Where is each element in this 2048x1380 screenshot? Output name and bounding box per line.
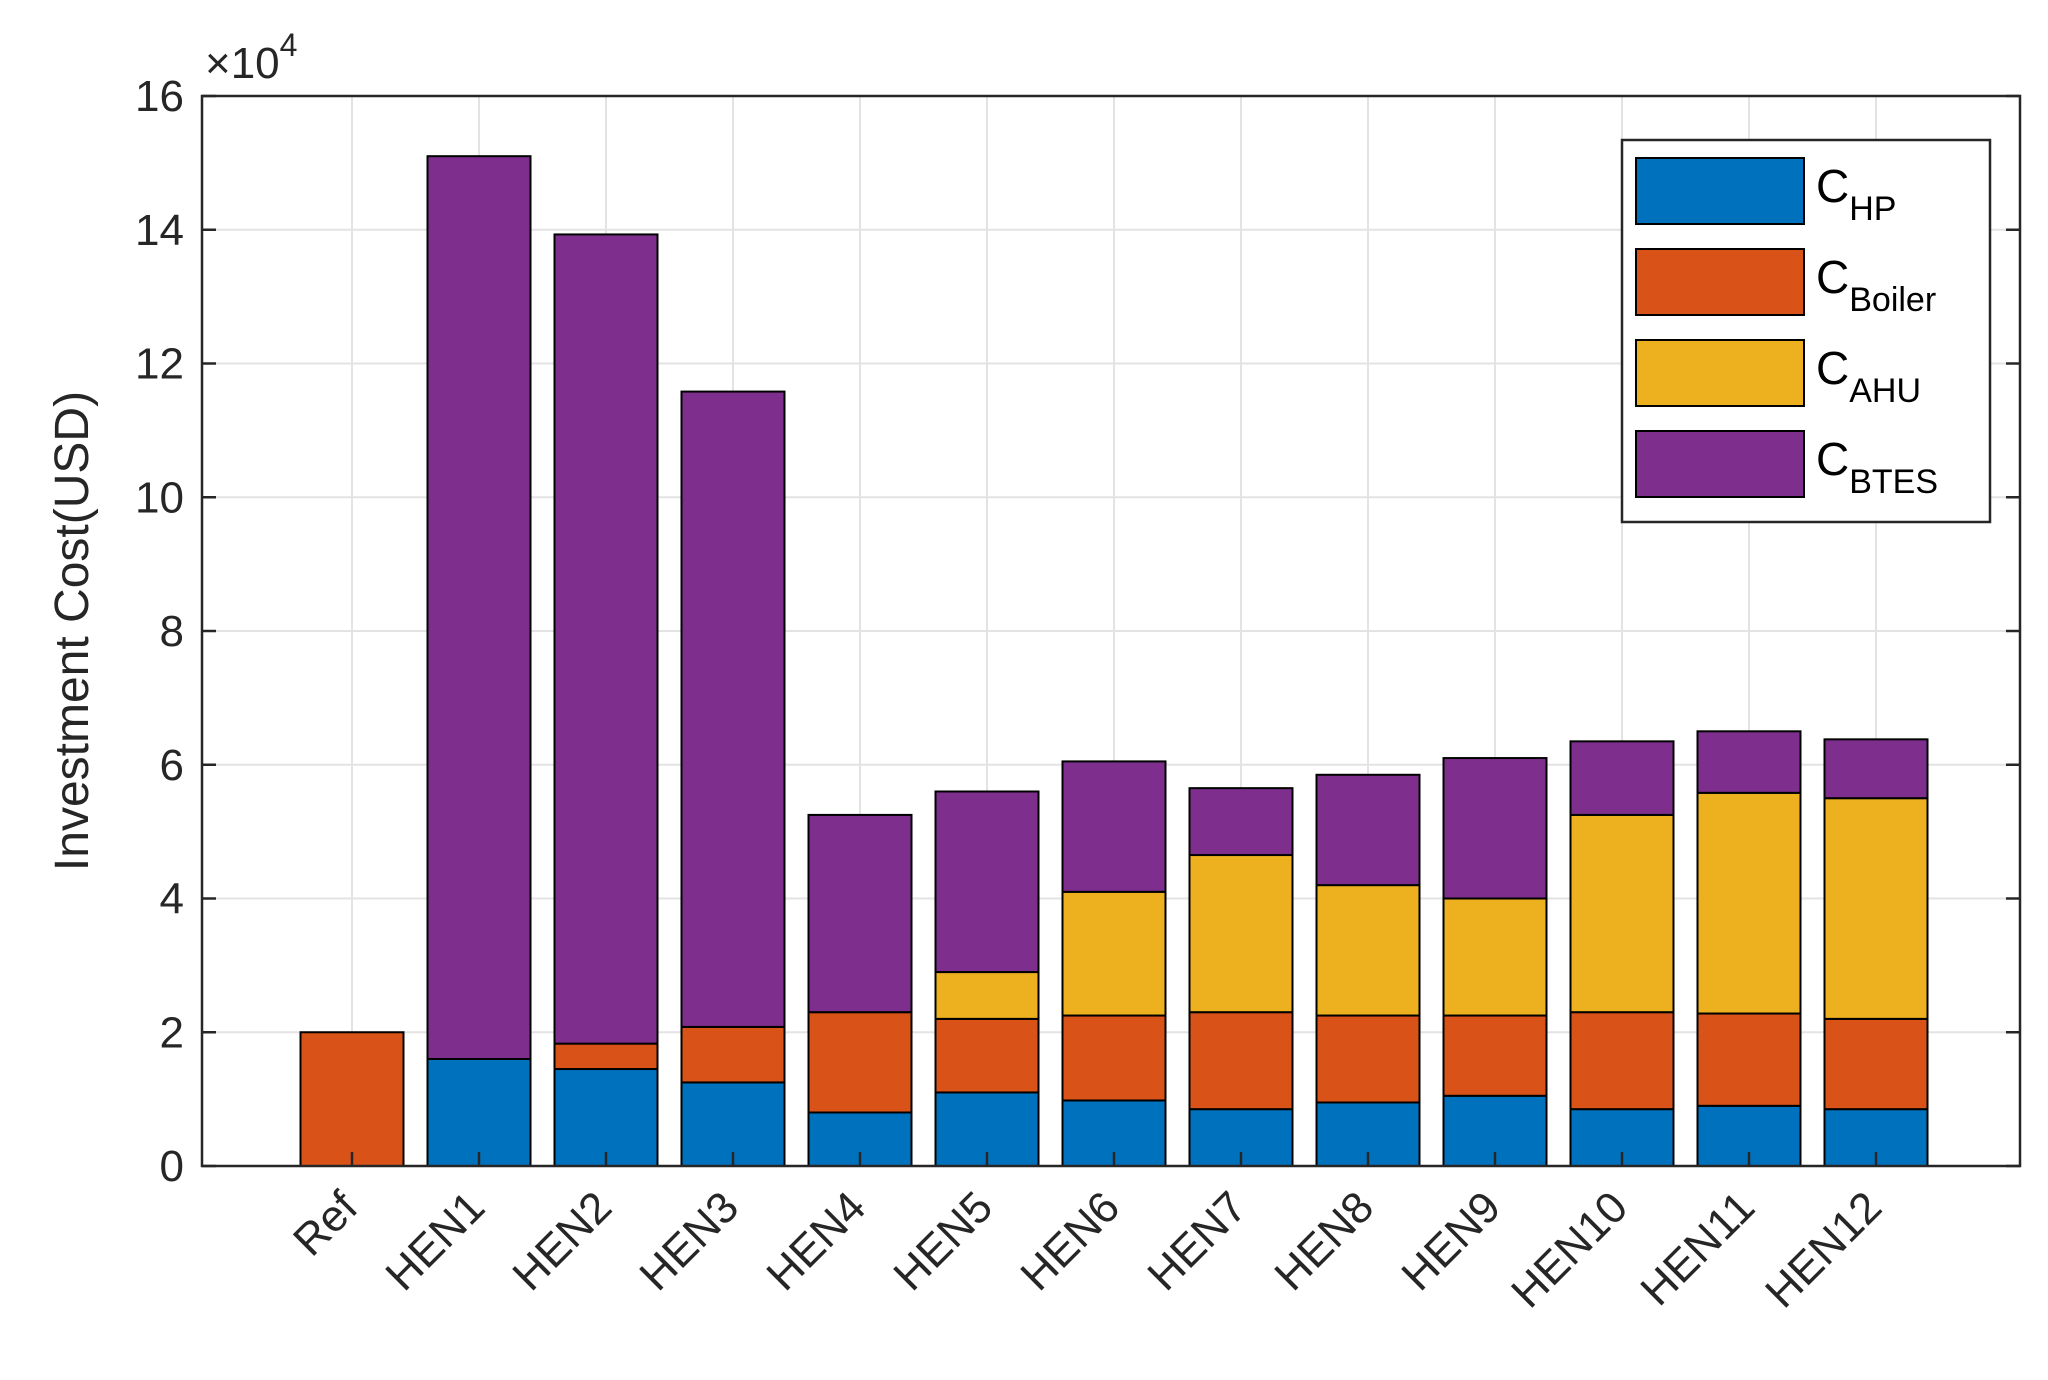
legend-swatch-hp — [1635, 157, 1805, 225]
bar-hen12-boiler — [1823, 1017, 1929, 1111]
bar-hen6-btes — [1061, 760, 1167, 893]
bar-hen4-boiler — [807, 1011, 913, 1114]
bar-hen6-boiler — [1061, 1014, 1167, 1102]
bar-hen3-btes — [680, 390, 786, 1028]
bar-hen11-btes — [1696, 730, 1802, 794]
bar-hen2-hp — [553, 1068, 659, 1167]
y-tick-label-3: 6 — [160, 741, 184, 790]
bar-hen10-boiler — [1569, 1011, 1675, 1111]
bar-hen6-ahu — [1061, 890, 1167, 1017]
bar-hen8-ahu — [1315, 884, 1421, 1017]
bar-hen3-boiler — [680, 1025, 786, 1084]
legend-label-hp: CHP — [1816, 160, 1896, 228]
legend-label-boiler: CBoiler — [1816, 251, 1936, 319]
bar-hen8-btes — [1315, 773, 1421, 887]
bar-hen8-boiler — [1315, 1014, 1421, 1104]
y-tick-label-6: 12 — [135, 340, 184, 389]
y-tick-label-0: 0 — [160, 1142, 184, 1191]
bar-hen12-btes — [1823, 738, 1929, 800]
y-tick-label-5: 10 — [135, 473, 184, 522]
bar-hen10-ahu — [1569, 813, 1675, 1014]
y-tick-label-1: 2 — [160, 1008, 184, 1057]
legend-swatch-ahu — [1635, 339, 1805, 407]
bar-hen1-btes — [426, 155, 532, 1060]
bar-hen5-ahu — [934, 971, 1040, 1020]
bar-hen1-hp — [426, 1058, 532, 1167]
legend-swatch-boiler — [1635, 248, 1805, 316]
bar-hen2-boiler — [553, 1042, 659, 1071]
bar-hen10-btes — [1569, 740, 1675, 816]
y-tick-label-2: 4 — [160, 875, 184, 924]
bar-hen12-ahu — [1823, 797, 1929, 1020]
bars — [299, 155, 1929, 1168]
legend: CHP CBoiler CAHU CBTES — [1620, 138, 1992, 524]
bar-hen7-ahu — [1188, 854, 1294, 1014]
y-ticks: 0 2 4 6 8 10 12 14 16 — [135, 72, 2020, 1191]
y-axis-multiplier: ×104 — [205, 27, 297, 88]
bar-hen11-boiler — [1696, 1012, 1802, 1107]
bar-hen4-btes — [807, 813, 913, 1014]
y-tick-label-7: 14 — [135, 206, 184, 255]
bar-hen5-boiler — [934, 1017, 1040, 1094]
bar-hen2-btes — [553, 233, 659, 1045]
y-tick-label-4: 8 — [160, 607, 184, 656]
bar-hen9-btes — [1442, 757, 1548, 900]
legend-label-ahu: CAHU — [1816, 342, 1921, 410]
bar-hen9-boiler — [1442, 1014, 1548, 1097]
y-axis-label: Investment Cost(USD) — [46, 391, 99, 871]
bar-hen7-boiler — [1188, 1011, 1294, 1111]
y-tick-label-8: 16 — [135, 72, 184, 121]
bar-hen9-ahu — [1442, 897, 1548, 1017]
bar-hen11-ahu — [1696, 791, 1802, 1015]
bar-hen7-btes — [1188, 787, 1294, 857]
legend-swatch-btes — [1635, 430, 1805, 498]
bar-ref-boiler — [299, 1031, 405, 1167]
legend-label-btes: CBTES — [1816, 433, 1938, 501]
bar-hen5-btes — [934, 790, 1040, 974]
